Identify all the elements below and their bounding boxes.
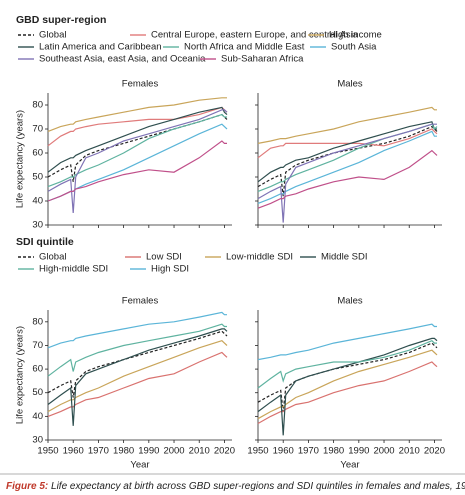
x-tick-label: 1960 bbox=[63, 446, 84, 457]
y-tick-label: 30 bbox=[32, 220, 43, 231]
series-line bbox=[47, 140, 227, 202]
y-tick-label: 80 bbox=[32, 100, 43, 111]
legend-label: High SDI bbox=[151, 264, 189, 275]
y-tick-label: 70 bbox=[32, 340, 43, 351]
series-line bbox=[47, 106, 228, 173]
y-tick-label: 80 bbox=[32, 316, 43, 327]
x-tick-label: 1970 bbox=[88, 446, 109, 457]
x-tick-label: 2000 bbox=[373, 446, 394, 457]
panel-title: Males bbox=[337, 79, 363, 90]
y-tick-label: 70 bbox=[32, 124, 43, 135]
y-tick-label: 30 bbox=[32, 435, 43, 446]
series-line bbox=[47, 323, 227, 377]
legend-label: Middle SDI bbox=[321, 252, 367, 263]
y-tick-label: 40 bbox=[32, 411, 43, 422]
series-line bbox=[47, 97, 227, 132]
legend-label: High-middle SDI bbox=[39, 264, 108, 275]
legend-label: Sub-Saharan Africa bbox=[221, 54, 304, 65]
legend-label: Low-middle SDI bbox=[226, 252, 293, 263]
y-tick-label: 50 bbox=[32, 172, 43, 183]
legend-label: Low SDI bbox=[146, 252, 182, 263]
y-tick-label: 40 bbox=[32, 196, 43, 207]
legend-label: North Africa and Middle East bbox=[184, 42, 305, 53]
legend-title: GBD super-region bbox=[16, 14, 106, 26]
series-line bbox=[257, 123, 437, 223]
series-line bbox=[47, 109, 228, 214]
series-line bbox=[257, 337, 438, 436]
x-tick-label: 2010 bbox=[399, 446, 420, 457]
legend-label: High income bbox=[329, 30, 382, 41]
panel-title: Males bbox=[337, 296, 363, 307]
x-tick-label: 1950 bbox=[37, 446, 58, 457]
y-tick-label: 50 bbox=[32, 387, 43, 398]
legend-label: Latin America and Caribbean bbox=[39, 42, 162, 53]
series-line bbox=[257, 149, 438, 209]
series-line bbox=[47, 351, 228, 417]
x-tick-label: 1980 bbox=[323, 446, 344, 457]
series-line bbox=[257, 121, 437, 183]
legend-label: South Asia bbox=[331, 42, 377, 53]
x-tick-label: 2020 bbox=[214, 446, 235, 457]
series-line bbox=[257, 106, 437, 144]
x-tick-label: 2020 bbox=[424, 446, 445, 457]
caption: Figure 5: Life expectancy at birth acros… bbox=[6, 481, 465, 492]
series-line bbox=[257, 342, 438, 412]
x-tick-label: 1960 bbox=[273, 446, 294, 457]
caption-text: Life expectancy at birth across GBD supe… bbox=[51, 481, 465, 492]
series-line bbox=[47, 330, 228, 398]
caption-label: Figure 5: bbox=[6, 481, 48, 492]
y-axis-label: Life expectancy (years) bbox=[15, 326, 26, 424]
legend-label: Global bbox=[39, 252, 66, 263]
series-line bbox=[47, 113, 227, 188]
series-line bbox=[257, 125, 438, 197]
x-tick-label: 2000 bbox=[163, 446, 184, 457]
legend-title: SDI quintile bbox=[16, 236, 74, 248]
panel-title: Females bbox=[122, 79, 159, 90]
series-line bbox=[47, 311, 227, 349]
legend-label: Global bbox=[39, 30, 66, 41]
x-tick-label: 2010 bbox=[189, 446, 210, 457]
x-axis-label: Year bbox=[130, 460, 149, 471]
series-line bbox=[257, 361, 438, 425]
y-axis-label: Life expectancy (years) bbox=[15, 110, 26, 208]
x-tick-label: 1950 bbox=[247, 446, 268, 457]
x-tick-label: 1980 bbox=[113, 446, 134, 457]
x-tick-label: 1990 bbox=[348, 446, 369, 457]
panel-title: Females bbox=[122, 296, 159, 307]
series-line bbox=[257, 323, 437, 361]
x-tick-label: 1970 bbox=[298, 446, 319, 457]
series-line bbox=[257, 339, 437, 389]
series-line bbox=[47, 328, 228, 426]
x-tick-label: 1990 bbox=[138, 446, 159, 457]
x-axis-label: Year bbox=[340, 460, 359, 471]
legend-label: Central Europe, eastern Europe, and cent… bbox=[151, 30, 359, 41]
series-line bbox=[257, 128, 438, 159]
legend-label: Southeast Asia, east Asia, and Oceania bbox=[39, 54, 206, 65]
y-tick-label: 60 bbox=[32, 148, 43, 159]
y-tick-label: 60 bbox=[32, 364, 43, 375]
